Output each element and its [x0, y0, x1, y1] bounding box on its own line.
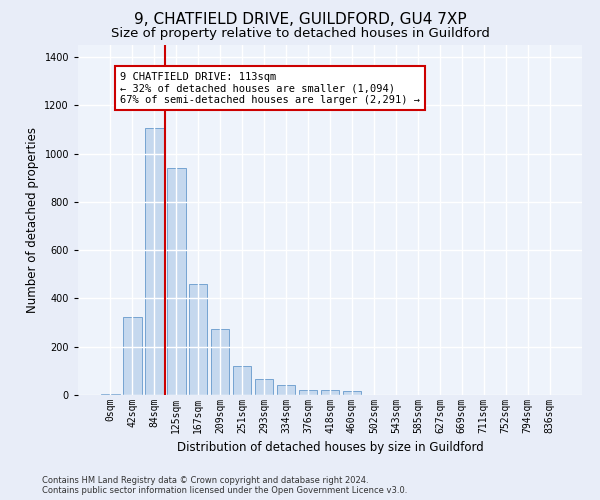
Text: Size of property relative to detached houses in Guildford: Size of property relative to detached ho… [110, 28, 490, 40]
Bar [101, 394, 119, 395]
Text: Contains HM Land Registry data © Crown copyright and database right 2024.
Contai: Contains HM Land Registry data © Crown c… [42, 476, 407, 495]
Bar [211, 328, 229, 395]
Bar [299, 390, 317, 395]
Bar [320, 390, 340, 395]
Bar [167, 168, 185, 395]
Bar [343, 392, 361, 395]
Bar [145, 128, 164, 395]
Text: 9, CHATFIELD DRIVE, GUILDFORD, GU4 7XP: 9, CHATFIELD DRIVE, GUILDFORD, GU4 7XP [134, 12, 466, 28]
Bar [233, 366, 251, 395]
Bar [277, 386, 295, 395]
X-axis label: Distribution of detached houses by size in Guildford: Distribution of detached houses by size … [176, 442, 484, 454]
Bar [189, 284, 208, 395]
Y-axis label: Number of detached properties: Number of detached properties [26, 127, 39, 313]
Bar [255, 380, 274, 395]
Bar [123, 316, 142, 395]
Text: 9 CHATFIELD DRIVE: 113sqm
← 32% of detached houses are smaller (1,094)
67% of se: 9 CHATFIELD DRIVE: 113sqm ← 32% of detac… [120, 72, 420, 105]
